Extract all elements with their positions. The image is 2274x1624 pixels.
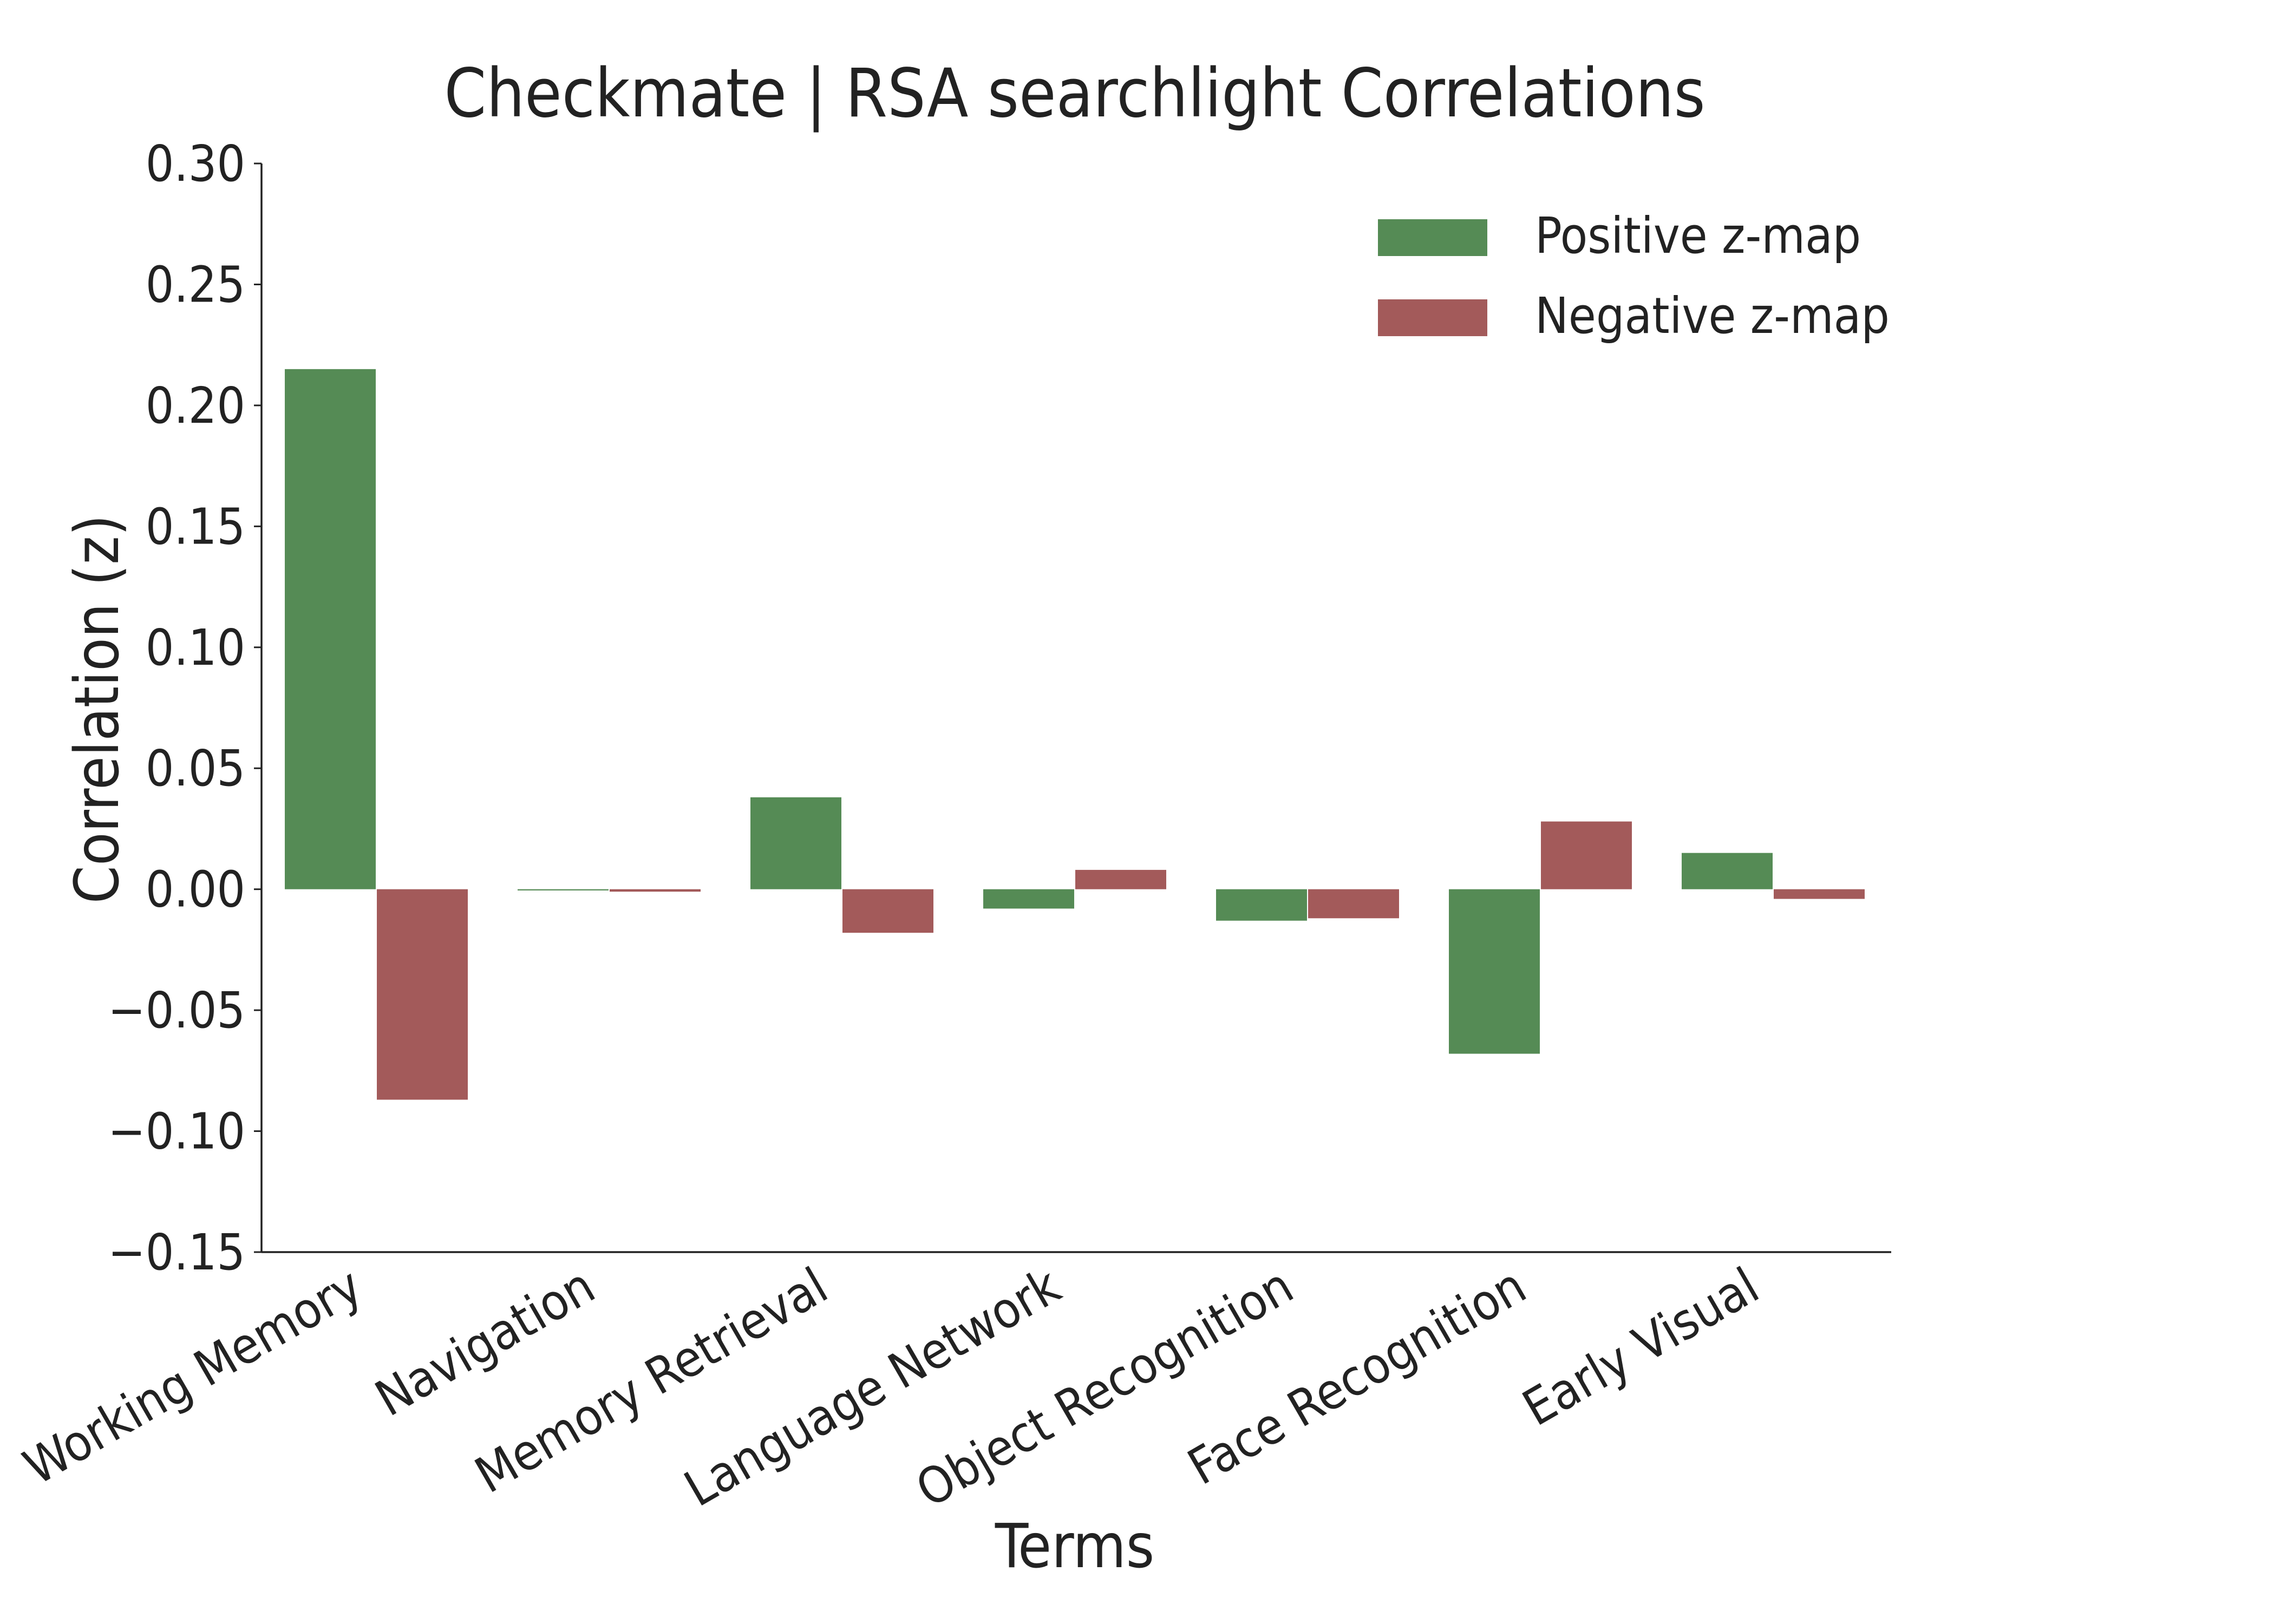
y-tick-label: −0.05 (108, 981, 245, 1039)
x-tick-label: Object Recognition (907, 1256, 1303, 1518)
x-axis-label: Terms (995, 1511, 1155, 1582)
bar-positive-4 (1216, 889, 1307, 921)
legend: Positive z-map Negative z-map (1378, 207, 1890, 345)
x-tick-label: Working Memory (14, 1256, 371, 1496)
bar-positive-1 (518, 889, 609, 890)
y-tick-label: −0.15 (108, 1223, 245, 1281)
bar-positive-0 (285, 369, 376, 889)
bar-positive-2 (750, 797, 841, 889)
y-tick-label: 0.00 (146, 861, 245, 919)
legend-label-negative: Negative z-map (1535, 287, 1890, 345)
legend-swatch-negative (1378, 299, 1487, 336)
legend-swatch-positive (1378, 219, 1487, 256)
bars-group (285, 369, 1865, 1100)
bar-negative-6 (1774, 889, 1865, 899)
legend-label-positive: Positive z-map (1535, 207, 1861, 265)
y-axis-label: Correlation (z) (62, 515, 133, 904)
y-tick-label: 0.25 (146, 256, 245, 313)
bar-negative-1 (610, 889, 701, 892)
y-tick-label: −0.10 (108, 1103, 245, 1161)
y-tick-label: 0.15 (146, 497, 245, 555)
y-axis-ticks: 0.30 0.25 0.20 0.15 0.10 0.05 0.00 −0.05 −0.10 −0… (108, 135, 262, 1281)
bar-negative-0 (377, 889, 468, 1100)
bar-negative-3 (1075, 869, 1166, 889)
y-tick-label: 0.20 (146, 377, 245, 435)
y-tick-label: 0.10 (146, 619, 245, 677)
bar-negative-2 (842, 889, 933, 933)
chart-title: Checkmate | RSA searchlight Correlations (444, 55, 1705, 133)
x-tick-label: Language Network (675, 1256, 1070, 1518)
x-tick-label: Early Visual (1513, 1256, 1768, 1437)
bar-negative-4 (1308, 889, 1399, 919)
y-tick-label: 0.05 (146, 739, 245, 797)
bar-positive-3 (983, 889, 1074, 909)
bar-positive-5 (1449, 889, 1540, 1054)
bar-positive-6 (1682, 853, 1773, 889)
y-tick-label: 0.30 (146, 135, 245, 193)
bar-negative-5 (1541, 821, 1632, 889)
